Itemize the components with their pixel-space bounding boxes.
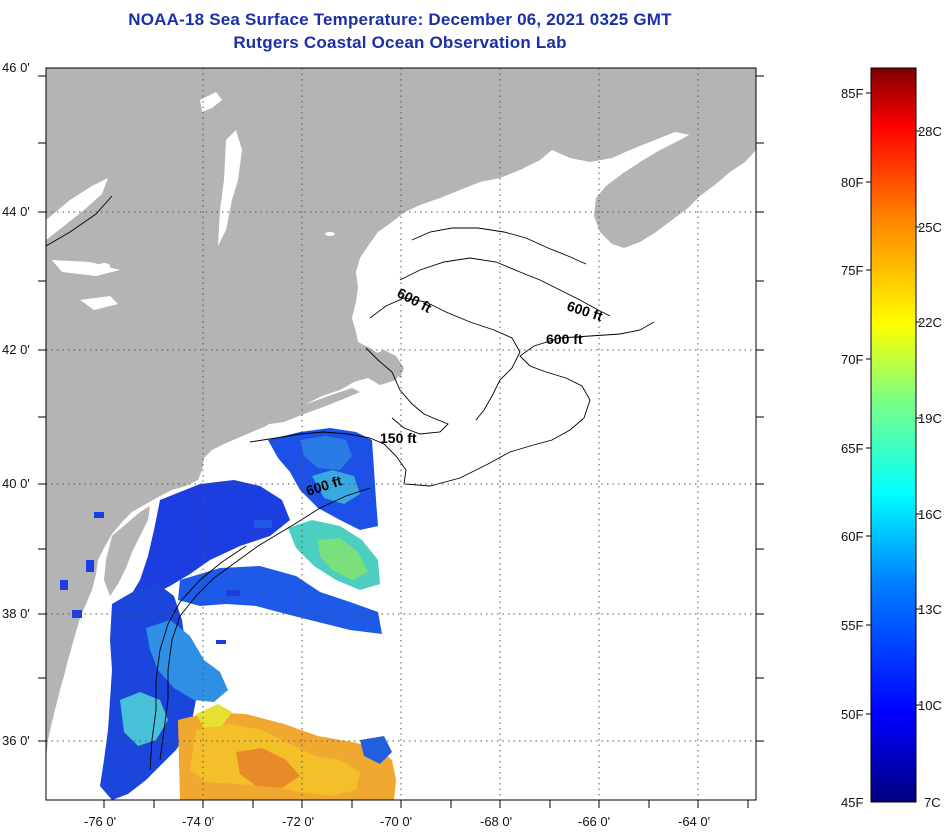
sst-swath [60,428,396,800]
grid-lines [46,68,756,800]
colorbar-f-80: 80F [841,175,863,190]
colorbar-c-22: 22C [918,315,942,330]
map-title: NOAA-18 Sea Surface Temperature: Decembe… [128,10,672,29]
lon-label-74: -74 0' [182,814,214,829]
colorbar-c-28: 28C [918,124,942,139]
lon-label-64: -64 0' [678,814,710,829]
colorbar-f-70: 70F [841,352,863,367]
lat-label-42: 42 0' [2,342,30,357]
lon-label-70: -70 0' [380,814,412,829]
colorbar-f-45: 45F [841,795,863,810]
lon-label-66: -66 0' [578,814,610,829]
colorbar-f-60: 60F [841,529,863,544]
contour-label-150ft: 150 ft [380,430,417,446]
colorbar-c-25: 25C [918,220,942,235]
lat-label-36: 36 0' [2,733,30,748]
land-mainland [46,68,756,760]
axis-ticks [38,75,764,808]
lat-label-38: 38 0' [2,606,30,621]
map-subtitle: Rutgers Coastal Ocean Observation Lab [233,33,567,52]
land-nova-scotia [594,116,756,248]
land-cape-cod [370,350,404,378]
colorbar-f-50: 50F [841,707,863,722]
colorbar-gradient [870,67,917,803]
inland-lakes [46,92,335,310]
colorbar-f-65: 65F [841,441,863,456]
lat-label-46: 46 0' [2,60,30,75]
colorbar: 85F 80F 75F 70F 65F 60F 55F 50F 45F 28C … [841,67,942,810]
colorbar-c-19: 19C [918,411,942,426]
lon-label-76: -76 0' [84,814,116,829]
lon-label-68: -68 0' [480,814,512,829]
lat-label-44: 44 0' [2,204,30,219]
contour-label-600ft-c: 600 ft [546,331,583,347]
lat-label-40: 40 0' [2,476,30,491]
colorbar-f-75: 75F [841,263,863,278]
land-long-island [268,388,360,424]
lon-label-72: -72 0' [282,814,314,829]
colorbar-c-16: 16C [918,507,942,522]
colorbar-f-55: 55F [841,618,863,633]
colorbar-f-85: 85F [841,86,863,101]
colorbar-c-10: 10C [918,698,942,713]
land-delmarva [104,506,150,596]
colorbar-c-13: 13C [918,602,942,617]
bathymetry-contours [46,195,655,771]
colorbar-c-7: 7C [924,795,941,810]
